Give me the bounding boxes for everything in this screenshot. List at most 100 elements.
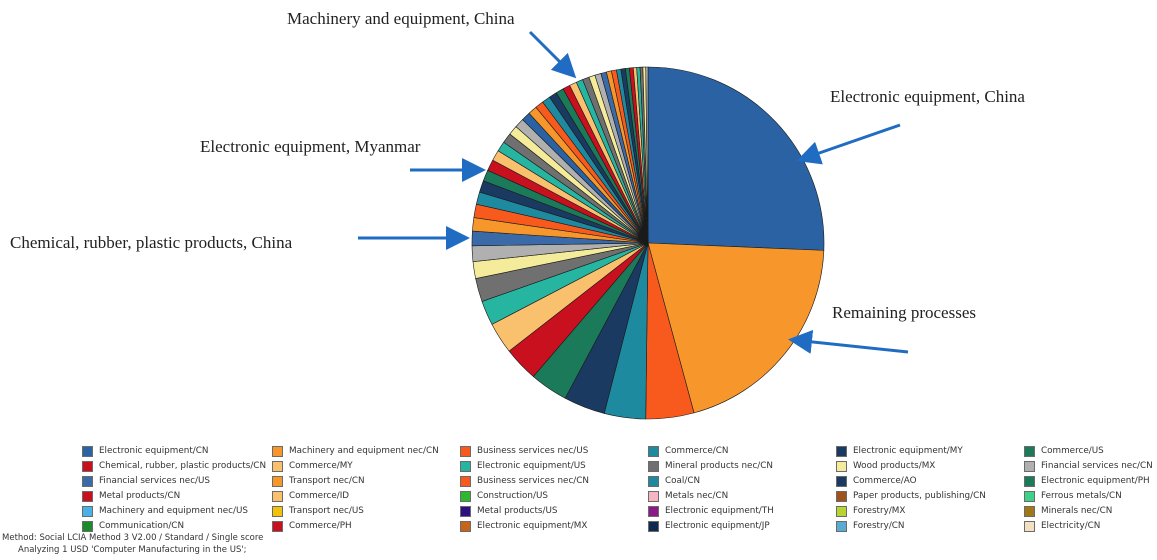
legend-swatch xyxy=(82,490,93,502)
legend-swatch xyxy=(82,460,93,472)
legend-item: Electronic equipment/MY xyxy=(836,444,1024,458)
legend-swatch xyxy=(836,505,847,517)
legend-label: Coal/CN xyxy=(665,476,701,486)
legend-item: Electronic equipment/US xyxy=(460,459,648,473)
legend-label: Forestry/MX xyxy=(853,506,906,516)
legend-label: Electronic equipment/MX xyxy=(477,521,588,531)
legend-label: Wood products/MX xyxy=(853,461,936,471)
legend-swatch xyxy=(460,445,471,457)
legend-item: Communication/CN xyxy=(82,519,272,533)
legend-item: Electronic equipment/MX xyxy=(460,519,648,533)
arrow-electronic-china xyxy=(796,123,901,165)
legend-item: Machinery and equipment nec/CN xyxy=(272,444,460,458)
legend-item: Transport nec/CN xyxy=(272,474,460,488)
legend-label: Electricity/CN xyxy=(1041,521,1101,531)
legend-swatch xyxy=(836,475,847,487)
legend-swatch xyxy=(648,520,659,532)
legend-item: Electricity/CN xyxy=(1024,519,1157,533)
legend-item: Commerce/CN xyxy=(648,444,836,458)
legend-swatch xyxy=(272,475,283,487)
legend-swatch xyxy=(460,475,471,487)
legend-label: Transport nec/CN xyxy=(289,476,365,486)
pie-slice-0 xyxy=(647,66,825,251)
legend-label: Electronic equipment/JP xyxy=(665,521,770,531)
method-note: Method: Social LCIA Method 3 V2.00 / Sta… xyxy=(2,532,263,556)
legend: Electronic equipment/CN Machinery and equ… xyxy=(82,444,1157,533)
legend-swatch xyxy=(1024,475,1035,487)
legend-item: Commerce/MY xyxy=(272,459,460,473)
legend-item: Metal products/CN xyxy=(82,489,272,503)
arrow-machinery-china xyxy=(528,30,577,79)
legend-label: Electronic equipment/PH xyxy=(1041,476,1150,486)
annotation-electronic-china: Electronic equipment, China xyxy=(830,87,1025,106)
legend-item: Commerce/ID xyxy=(272,489,460,503)
legend-swatch xyxy=(1024,520,1035,532)
legend-label: Construction/US xyxy=(477,491,548,501)
legend-swatch xyxy=(836,460,847,472)
legend-swatch xyxy=(272,520,283,532)
legend-swatch xyxy=(1024,445,1035,457)
legend-swatch xyxy=(648,475,659,487)
legend-item: Electronic equipment/TH xyxy=(648,504,836,518)
legend-swatch xyxy=(82,505,93,517)
legend-label: Commerce/ID xyxy=(289,491,350,501)
legend-label: Financial services nec/CN xyxy=(1041,461,1153,471)
legend-label: Machinery and equipment nec/US xyxy=(99,506,249,516)
legend-item: Chemical, rubber, plastic products/CN xyxy=(82,459,272,473)
legend-label: Commerce/CN xyxy=(665,446,729,456)
legend-item: Mineral products nec/CN xyxy=(648,459,836,473)
legend-item: Financial services nec/CN xyxy=(1024,459,1157,473)
legend-item: Machinery and equipment nec/US xyxy=(82,504,272,518)
pie-slice-47 xyxy=(645,66,649,244)
pie-slices xyxy=(471,66,825,420)
legend-swatch xyxy=(460,505,471,517)
legend-label: Commerce/AO xyxy=(853,476,917,486)
legend-item: Wood products/MX xyxy=(836,459,1024,473)
legend-swatch xyxy=(648,460,659,472)
legend-item: Commerce/PH xyxy=(272,519,460,533)
legend-label: Metals nec/CN xyxy=(665,491,729,501)
legend-swatch xyxy=(82,520,93,532)
pie-slice-1 xyxy=(647,242,825,414)
legend-swatch xyxy=(836,520,847,532)
legend-label: Commerce/PH xyxy=(289,521,352,531)
legend-item: Construction/US xyxy=(460,489,648,503)
legend-swatch xyxy=(272,490,283,502)
legend-label: Paper products, publishing/CN xyxy=(853,491,986,501)
legend-label: Forestry/CN xyxy=(853,521,905,531)
legend-item: Commerce/US xyxy=(1024,444,1157,458)
legend-label: Electronic equipment/MY xyxy=(853,446,963,456)
legend-item: Electronic equipment/PH xyxy=(1024,474,1157,488)
legend-item: Ferrous metals/CN xyxy=(1024,489,1157,503)
legend-label: Transport nec/US xyxy=(289,506,364,516)
legend-swatch xyxy=(836,445,847,457)
annotation-chemical-china: Chemical, rubber, plastic products, Chin… xyxy=(10,233,293,252)
legend-item: Electronic equipment/JP xyxy=(648,519,836,533)
legend-swatch xyxy=(460,460,471,472)
analyzing-line: Analyzing 1 USD 'Computer Manufacturing … xyxy=(18,545,247,555)
legend-item: Metal products/US xyxy=(460,504,648,518)
legend-item: Forestry/MX xyxy=(836,504,1024,518)
legend-label: Financial services nec/US xyxy=(99,476,211,486)
legend-swatch xyxy=(1024,505,1035,517)
legend-swatch xyxy=(648,445,659,457)
legend-swatch xyxy=(836,490,847,502)
legend-item: Commerce/AO xyxy=(836,474,1024,488)
legend-item: Metals nec/CN xyxy=(648,489,836,503)
legend-label: Commerce/US xyxy=(1041,446,1104,456)
legend-swatch xyxy=(1024,490,1035,502)
legend-item: Financial services nec/US xyxy=(82,474,272,488)
annotation-electronic-myanmar: Electronic equipment, Myanmar xyxy=(200,137,421,156)
legend-swatch xyxy=(648,505,659,517)
legend-label: Machinery and equipment nec/CN xyxy=(289,446,439,456)
legend-swatch xyxy=(82,445,93,457)
arrow-remaining xyxy=(788,329,909,354)
legend-label: Commerce/MY xyxy=(289,461,353,471)
legend-label: Metal products/CN xyxy=(99,491,181,501)
legend-swatch xyxy=(460,490,471,502)
annotation-remaining: Remaining processes xyxy=(832,303,976,322)
legend-label: Communication/CN xyxy=(99,521,185,531)
legend-swatch xyxy=(272,460,283,472)
legend-swatch xyxy=(272,445,283,457)
legend-item: Coal/CN xyxy=(648,474,836,488)
